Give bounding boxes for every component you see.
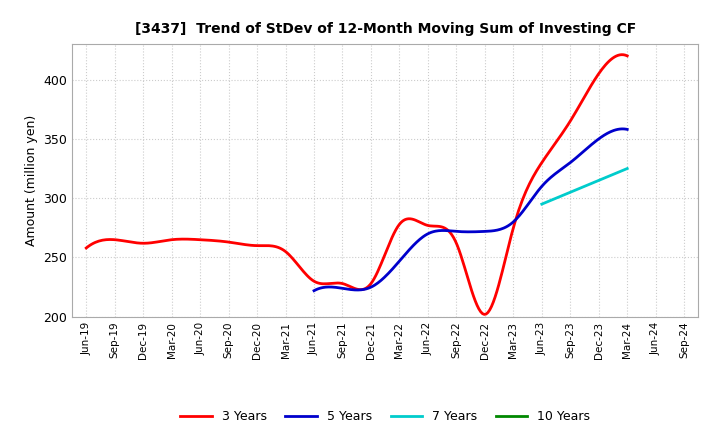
Y-axis label: Amount (million yen): Amount (million yen) [24, 115, 37, 246]
Legend: 3 Years, 5 Years, 7 Years, 10 Years: 3 Years, 5 Years, 7 Years, 10 Years [176, 405, 595, 428]
Title: [3437]  Trend of StDev of 12-Month Moving Sum of Investing CF: [3437] Trend of StDev of 12-Month Moving… [135, 22, 636, 36]
